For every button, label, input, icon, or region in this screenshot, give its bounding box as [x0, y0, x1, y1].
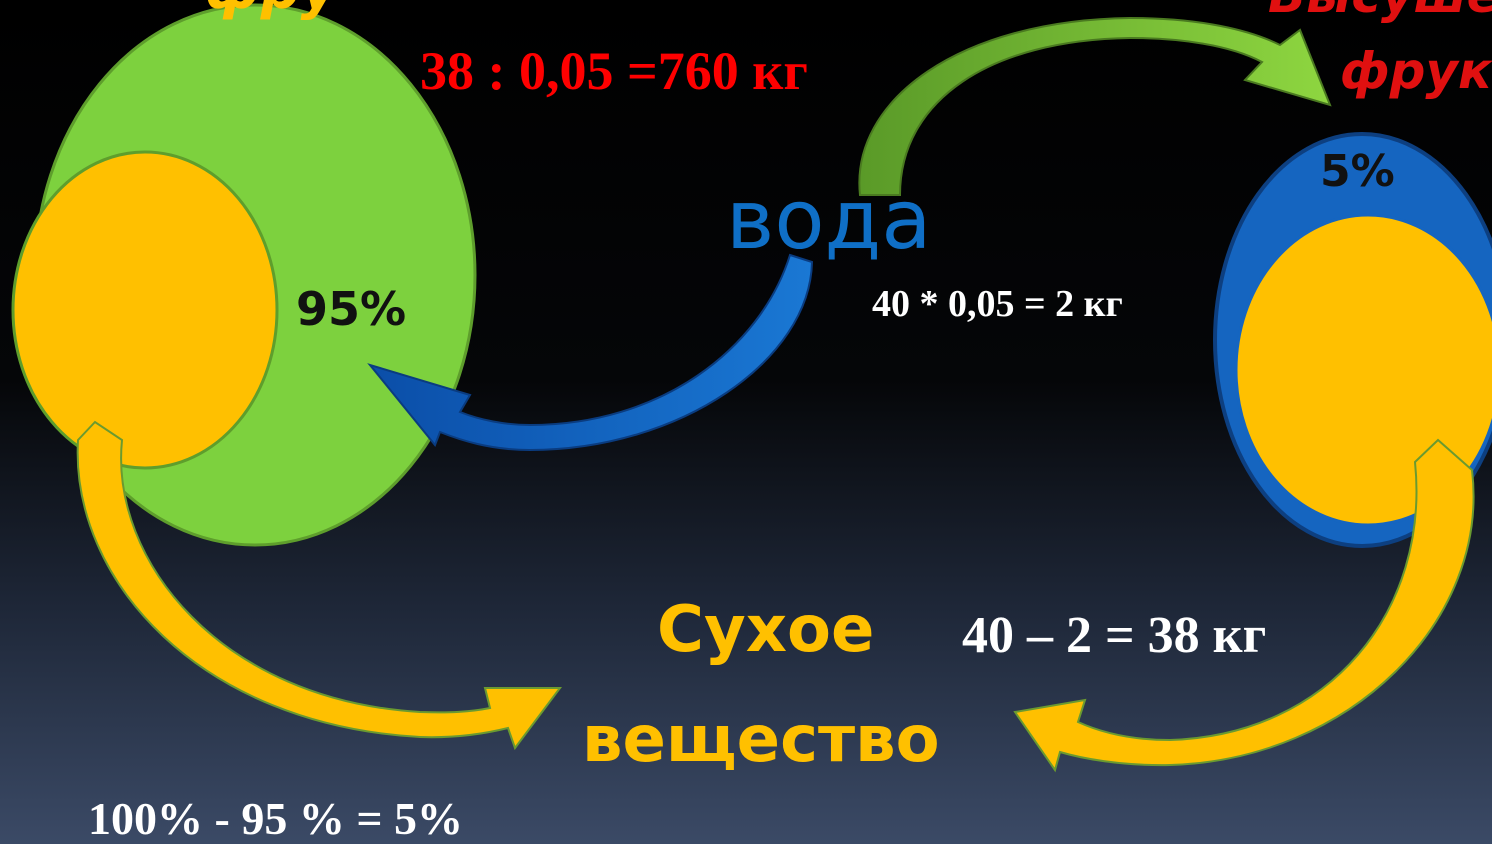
water-label: вода	[726, 173, 932, 268]
water-formula: 40 * 0,05 = 2 кг	[872, 283, 1123, 325]
dry-label: Сухое	[657, 593, 875, 667]
top-right-label: фрукт	[1340, 42, 1492, 100]
red-formula: 38 : 0,05 =760 кг	[420, 41, 808, 101]
dried-dry-matter	[1234, 213, 1492, 527]
left-percent: 95%	[296, 282, 407, 336]
dry-formula: 40 – 2 = 38 кг	[962, 607, 1267, 664]
dry-label: вещество	[582, 703, 940, 777]
top-left-label: фру	[205, 0, 337, 18]
right-percent: 5%	[1320, 146, 1395, 197]
percent-formula: 100% - 95 % = 5%	[88, 793, 464, 844]
dry-arrow-right	[1013, 438, 1475, 773]
fresh-dry-matter	[11, 150, 279, 470]
dry-arrow-left	[76, 420, 562, 751]
water-arrow-up	[858, 16, 1332, 196]
top-right-label: Высуше	[1268, 0, 1492, 20]
water-arrow-down	[367, 253, 814, 452]
